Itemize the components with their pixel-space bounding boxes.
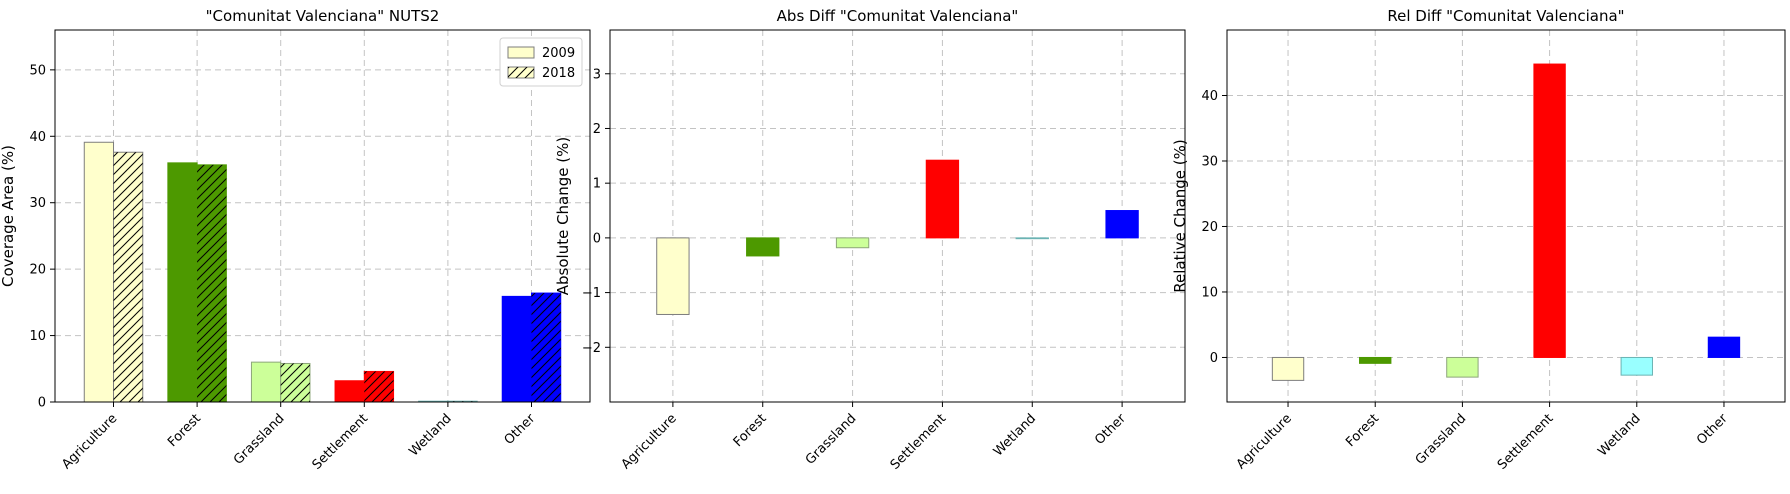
bar-2009-agriculture	[83, 141, 115, 403]
x-tick-label: Agriculture	[619, 411, 680, 472]
bar-hatch-settlement	[364, 371, 394, 402]
x-tick-label: Grassland	[231, 411, 288, 468]
y-tick-label: 0	[38, 396, 46, 411]
plot-frame	[1226, 29, 1786, 403]
y-tick-label: 1	[593, 177, 601, 192]
y-tick-label: 20	[1201, 220, 1218, 235]
y-axis-label: Relative Change (%)	[1171, 139, 1189, 292]
x-tick-label: Settlement	[1495, 411, 1557, 473]
y-tick-label: 10	[29, 329, 46, 344]
bar-settlement	[1533, 63, 1566, 358]
y-tick-label: −2	[582, 341, 601, 356]
y-tick-label: 0	[593, 231, 601, 246]
x-tick-label: Settlement	[888, 411, 950, 473]
chart-title: Abs Diff "Comunitat Valenciana"	[777, 7, 1019, 25]
chart-title: "Comunitat Valenciana" NUTS2	[206, 7, 440, 25]
chart-title: Rel Diff "Comunitat Valenciana"	[1387, 7, 1624, 25]
bar-2009-settlement	[334, 380, 365, 403]
legend-swatch-hatch	[508, 67, 534, 78]
legend-swatch-2009	[507, 46, 535, 59]
y-tick-label: 0	[1210, 351, 1218, 366]
y-tick-label: 3	[593, 67, 601, 82]
bar-hatch-agriculture	[113, 152, 143, 402]
bar-hatch-grassland	[280, 363, 310, 402]
bar-agriculture	[656, 237, 690, 315]
x-tick-label: Forest	[731, 411, 770, 450]
bar-other	[1105, 210, 1139, 239]
bar-forest	[1359, 356, 1392, 364]
plot-frame	[54, 29, 591, 403]
x-tick-label: Other	[1092, 411, 1129, 448]
plot-frame	[609, 29, 1186, 403]
x-tick-label: Wetland	[1595, 411, 1643, 459]
y-tick-label: 30	[1201, 154, 1218, 169]
x-tick-label: Settlement	[310, 411, 372, 473]
bar-hatch-forest	[197, 164, 227, 402]
y-tick-label: 20	[29, 263, 46, 278]
bar-hatch-other	[531, 293, 561, 402]
y-tick-label: 2	[593, 122, 601, 137]
chart-panel-3: 0 10 20 30 40 Agriculture Forest Grassland Settl…	[1171, 7, 1786, 473]
bar-settlement	[925, 159, 960, 239]
legend: 2009 2018	[499, 37, 583, 87]
x-tick-label: Forest	[1343, 411, 1382, 450]
bar-2009-other	[501, 295, 532, 403]
bar-wetland	[1620, 356, 1653, 376]
x-tick-label: Grassland	[1413, 411, 1470, 468]
x-tick-label: Agriculture	[1234, 411, 1295, 472]
x-tick-label: Wetland	[406, 411, 454, 459]
chart-panel-1: 0 10 20 30 40 50 Agriculture Forest Grassland Set…	[0, 7, 591, 473]
bar-2009-forest	[167, 162, 198, 403]
y-tick-label: 30	[29, 196, 46, 211]
y-tick-label: −1	[582, 286, 601, 301]
bar-agriculture	[1271, 356, 1305, 381]
bar-grassland	[1446, 356, 1479, 378]
y-axis-label: Coverage Area (%)	[0, 145, 17, 287]
bar-grassland	[835, 237, 870, 249]
y-tick-label: 40	[1201, 89, 1218, 104]
bar-wetland	[1015, 237, 1049, 240]
y-tick-label: 50	[29, 63, 46, 78]
y-tick-label: 40	[29, 130, 46, 145]
legend-label-2018: 2018	[542, 66, 575, 81]
x-tick-label: Other	[502, 411, 539, 448]
y-tick-label: 10	[1201, 285, 1218, 300]
legend-label-2009: 2009	[542, 46, 575, 61]
x-tick-label: Grassland	[803, 411, 860, 468]
bar-2009-grassland	[250, 361, 282, 403]
x-tick-label: Forest	[165, 411, 204, 450]
bar-forest	[746, 237, 780, 257]
chart-panel-2: −2 −1 0 1 2 3 Agriculture Forest Grassland Settle…	[554, 7, 1186, 473]
y-axis-label: Absolute Change (%)	[554, 137, 572, 295]
bar-other	[1707, 336, 1741, 358]
x-tick-label: Wetland	[991, 411, 1039, 459]
x-tick-label: Agriculture	[59, 411, 120, 472]
x-tick-label: Other	[1694, 411, 1731, 448]
